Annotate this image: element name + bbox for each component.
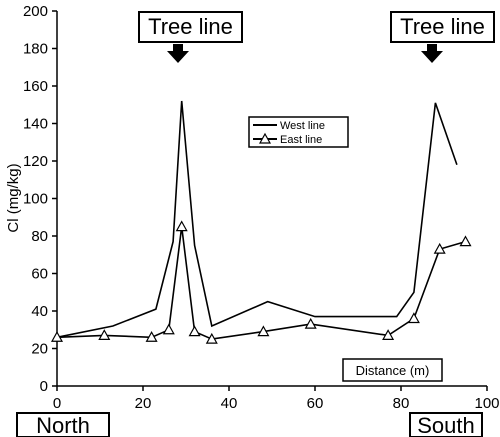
x-tick-label: 40 — [221, 395, 238, 412]
data-point-east-line — [382, 329, 395, 340]
tree-line-callout-right: Tree line — [390, 11, 495, 63]
y-tick-label: 20 — [31, 341, 48, 358]
distance-text: Distance (m) — [356, 363, 430, 378]
y-tick-label: 60 — [31, 266, 48, 283]
data-point-east-line — [145, 331, 158, 342]
y-tick-label: 120 — [23, 153, 48, 170]
data-point-east-line — [98, 329, 111, 340]
x-tick-label: 60 — [307, 395, 324, 412]
data-point-east-line — [407, 312, 420, 324]
tree-line-label-left: Tree line — [148, 14, 233, 39]
down-arrow-icon — [167, 44, 189, 63]
series-line-west-line — [56, 100, 458, 339]
plot-area: 0 20 40 60 80 100 120 140 160 180 200 0 20 40 60 80 100 — [23, 3, 500, 412]
data-point-east-line — [162, 323, 175, 335]
legend: West line East line — [248, 116, 349, 148]
data-point-east-line — [175, 220, 188, 232]
north-box — [16, 412, 110, 437]
distance-box — [342, 358, 443, 382]
data-point-east-line — [304, 317, 317, 329]
north-text: North — [36, 413, 90, 437]
y-tick-label: 140 — [23, 116, 48, 133]
y-tick-label: 100 — [23, 191, 48, 208]
tree-line-label-right: Tree line — [400, 14, 485, 39]
x-tick-label: 100 — [474, 395, 499, 412]
data-point-east-line — [257, 325, 270, 337]
down-arrow-icon — [421, 44, 443, 63]
tree-line-box-right — [390, 11, 495, 43]
y-tick-label: 160 — [23, 78, 48, 95]
south-text: South — [417, 413, 475, 437]
data-point-east-line — [459, 235, 472, 247]
y-tick-label: 0 — [40, 378, 48, 395]
y-axis-title: Cl (mg/kg) — [5, 163, 22, 232]
data-point-east-line — [433, 242, 446, 254]
south-box — [409, 412, 483, 437]
y-tick-label: 80 — [31, 228, 48, 245]
north-label: North — [16, 412, 110, 437]
x-tick-label: 80 — [393, 395, 410, 412]
legend-triangle-marker-icon — [258, 132, 272, 144]
distance-label: Distance (m) — [342, 358, 443, 382]
y-tick-label: 40 — [31, 303, 48, 320]
data-point-east-line — [188, 325, 201, 337]
data-point-east-line — [205, 332, 218, 344]
data-point-east-line — [50, 331, 64, 342]
y-tick-label: 180 — [23, 41, 48, 58]
x-tick-label: 0 — [53, 395, 61, 412]
tree-line-box-left — [138, 11, 243, 43]
tree-line-callout-left: Tree line — [138, 11, 243, 63]
legend-label-east-line: East line — [280, 134, 322, 146]
south-label: South — [409, 412, 483, 437]
x-tick-label: 20 — [135, 395, 152, 412]
y-tick-label: 200 — [23, 3, 48, 20]
series-line-east-line — [56, 226, 466, 340]
legend-label-west-line: West line — [280, 120, 325, 132]
